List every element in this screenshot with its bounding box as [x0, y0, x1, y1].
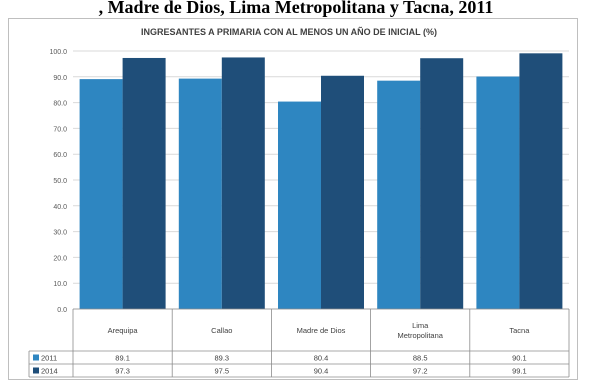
- category-label: Arequipa: [108, 326, 139, 335]
- legend-label: 2014: [41, 367, 58, 376]
- data-table-cell: 89.1: [115, 354, 130, 363]
- data-table-cell: 97.5: [214, 367, 229, 376]
- bar-2014: [420, 58, 464, 309]
- data-table-cell: 80.4: [314, 354, 329, 363]
- category-label: Callao: [211, 326, 232, 335]
- data-table-cell: 90.1: [512, 354, 527, 363]
- data-table-cell: 89.3: [214, 354, 229, 363]
- bar-2011: [377, 80, 421, 309]
- category-label: Madre de Dios: [297, 326, 346, 335]
- bar-2011: [178, 78, 222, 309]
- bar-2014: [221, 57, 265, 310]
- y-tick-label: 100.0: [49, 49, 67, 56]
- y-tick-label: 10.0: [53, 281, 67, 288]
- chart-panel: INGRESANTES A PRIMARIA CON AL MENOS UN A…: [8, 18, 578, 380]
- category-label: Metropolitana: [397, 331, 443, 340]
- legend-key-2011: [33, 354, 39, 361]
- category-label: Lima: [412, 321, 429, 330]
- legend-label: 2011: [41, 354, 57, 363]
- y-tick-label: 80.0: [53, 101, 67, 108]
- page-heading: , Madre de Dios, Lima Metropolitana y Ta…: [98, 0, 494, 17]
- data-table-cell: 90.4: [314, 367, 329, 376]
- bar-2014: [122, 57, 166, 309]
- chart-title: INGRESANTES A PRIMARIA CON AL MENOS UN A…: [141, 27, 437, 37]
- data-table-cell: 88.5: [413, 354, 428, 363]
- y-tick-label: 60.0: [53, 152, 67, 159]
- y-tick-label: 30.0: [53, 230, 67, 237]
- y-tick-label: 0.0: [57, 307, 67, 314]
- y-tick-label: 50.0: [53, 178, 67, 185]
- bar-chart: INGRESANTES A PRIMARIA CON AL MENOS UN A…: [28, 27, 570, 378]
- data-table-cell: 97.3: [115, 367, 130, 376]
- category-label: Tacna: [509, 326, 530, 335]
- bar-2011: [278, 101, 321, 310]
- y-tick-label: 70.0: [53, 126, 67, 133]
- y-tick-label: 20.0: [53, 255, 67, 262]
- y-tick-label: 40.0: [53, 204, 67, 211]
- bar-2014: [321, 75, 364, 309]
- data-table-cell: 97.2: [413, 367, 428, 376]
- legend-key-2014: [33, 367, 39, 374]
- y-tick-label: 90.0: [53, 75, 67, 82]
- bar-2014: [519, 53, 563, 310]
- bar-2011: [476, 76, 520, 310]
- data-table-cell: 99.1: [512, 367, 527, 376]
- bar-2011: [79, 79, 123, 309]
